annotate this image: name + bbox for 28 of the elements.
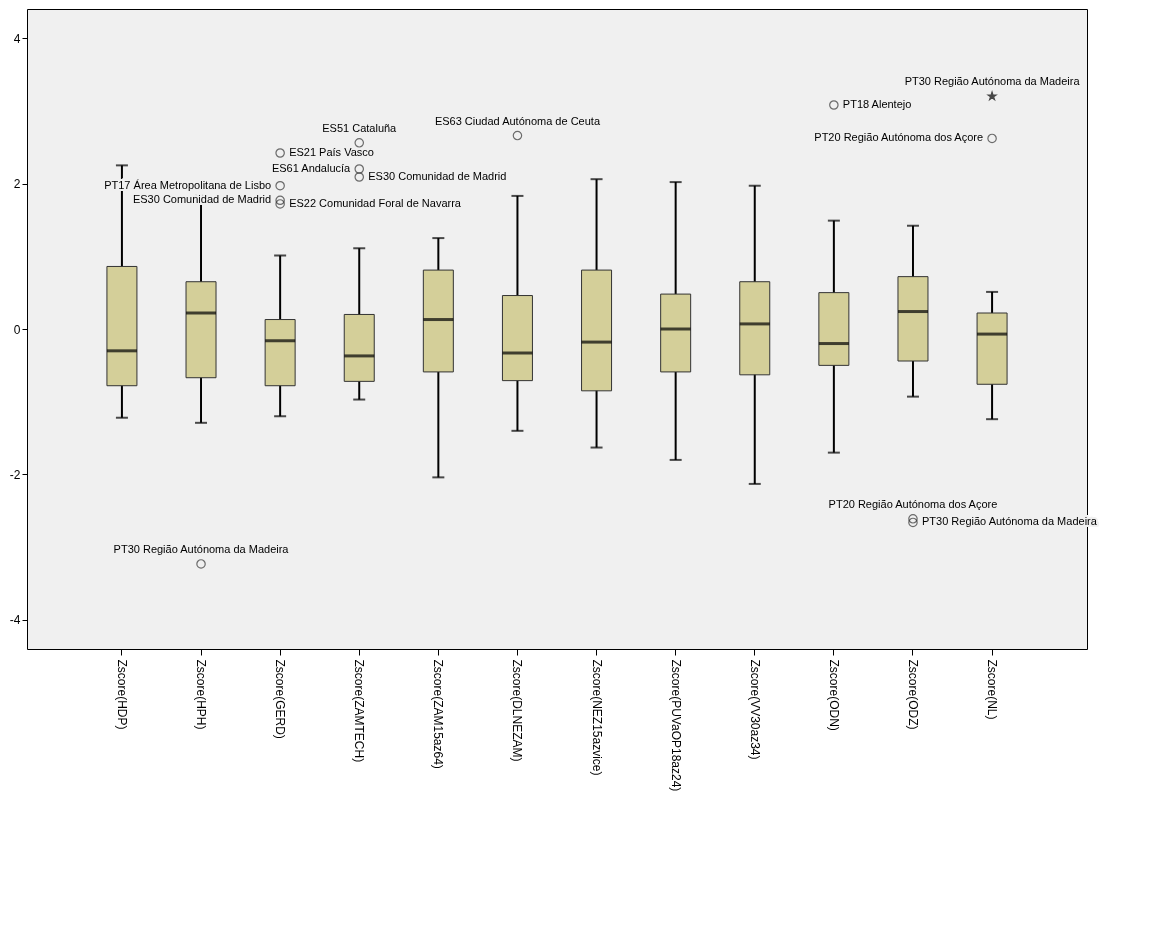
annotation: ES61 Andalucía — [271, 162, 352, 174]
x-tick-label: Zscore(HPH) — [194, 659, 209, 730]
y-tick-label: 4 — [13, 31, 21, 46]
annotation: ES21 País Vasco — [289, 146, 374, 158]
y-tick-label: 2 — [13, 177, 21, 192]
x-tick-label: Zscore(DLNEZAM) — [510, 659, 525, 762]
annotation: PT30 Região Autónoma da Madeira — [904, 75, 1081, 88]
annotation: PT30 Região Autónoma da Madeira — [113, 542, 290, 555]
annotation: PT20 Região Autónoma dos Açore — [828, 497, 998, 510]
x-tick-label: Zscore(ZAMTECH) — [352, 659, 367, 763]
x-tick-label: Zscore(NEZ15azvice) — [589, 659, 604, 776]
x-tick-label: Zscore(VV30az34) — [747, 659, 762, 760]
x-tick-label: Zscore(NL) — [985, 659, 1000, 720]
y-tick-label: 0 — [13, 322, 21, 337]
annotation: ES22 Comunidad Foral de Navarra — [289, 196, 462, 209]
annotation: ES63 Ciudad Autónoma de Ceuta — [434, 114, 601, 127]
annotation: ES30 Comunidad de Madrid — [368, 170, 507, 182]
annotation: PT20 Região Autónoma dos Açore — [814, 131, 984, 144]
x-tick-label: Zscore(GERD) — [273, 659, 288, 739]
x-tick-label: Zscore(ODZ) — [905, 659, 920, 730]
y-tick-label: -4 — [9, 613, 21, 628]
annotation: PT18 Alentejo — [842, 98, 912, 110]
x-tick-label: Zscore(PUVaOP18az24) — [668, 659, 683, 792]
x-tick-label: Zscore(ODN) — [826, 659, 841, 731]
x-tick-label: Zscore(HDP) — [114, 659, 129, 730]
y-tick-label: -2 — [9, 467, 21, 482]
annotation: ES51 Cataluña — [322, 121, 398, 134]
x-tick-label: Zscore(ZAM15az64) — [431, 659, 446, 769]
